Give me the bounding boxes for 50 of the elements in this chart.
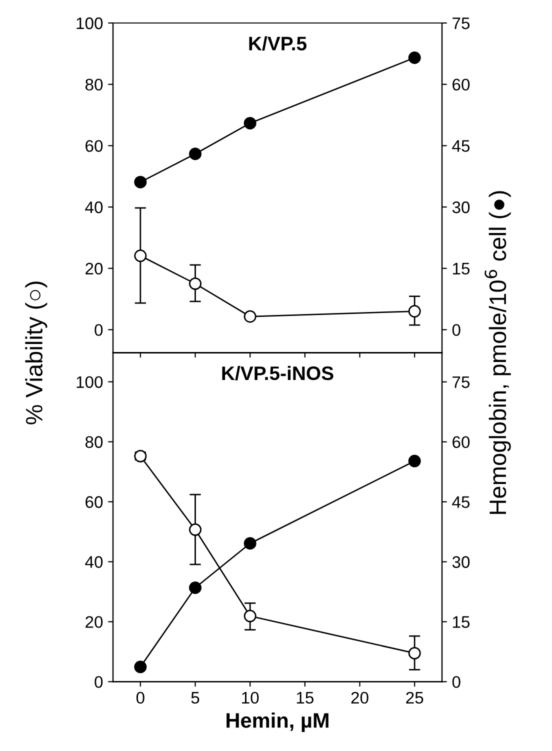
y2-tick-label: 15 [452, 616, 470, 628]
x-axis-title: Hemin, µM [226, 712, 328, 732]
x-tick-label: 5 [191, 692, 200, 704]
y2-tick-label: 0 [452, 324, 460, 336]
x-tick-label: 25 [406, 692, 424, 704]
text: K/VP.5 [249, 36, 307, 51]
point [134, 660, 147, 674]
point [244, 310, 256, 323]
point [189, 582, 202, 594]
y-tick-label: 100 [76, 376, 103, 388]
x-tick-label: 20 [351, 692, 368, 704]
text: K/VP.5-iNOS [222, 366, 334, 380]
y-tick-label: 100 [76, 17, 103, 30]
y2-tick-label: 45 [452, 140, 470, 152]
point [244, 116, 256, 130]
point [189, 523, 202, 536]
y-tick-label: 40 [85, 201, 103, 214]
x-tick-label: 10 [242, 692, 259, 704]
y2-tick-label: 75 [452, 18, 470, 30]
y2-tick-label: 0 [452, 676, 460, 688]
point [244, 537, 256, 550]
y2-tick-label: 30 [452, 201, 470, 214]
y-tick-label: 0 [94, 324, 103, 336]
point [134, 176, 147, 188]
y-tick-label: 20 [86, 616, 103, 628]
y2-tick-label: 15 [452, 262, 470, 275]
point [189, 148, 202, 160]
point [408, 646, 421, 660]
y-axis-title: % Viability (○) [25, 282, 48, 424]
y-tick-label: 0 [94, 676, 103, 688]
point [244, 610, 256, 622]
y-tick-label: 80 [85, 436, 103, 448]
y2-tick-label: 60 [452, 436, 470, 448]
y-tick-label: 20 [86, 262, 103, 275]
y-tick-label: 60 [86, 496, 103, 508]
y2-tick-label: 45 [452, 496, 470, 508]
x-tick-label: 15 [296, 692, 314, 704]
point [408, 52, 421, 64]
y-tick-label: 80 [85, 78, 103, 91]
x-tick-label: 0 [136, 692, 144, 704]
y2-tick-label: 60 [452, 78, 470, 91]
y-tick-label: 60 [86, 140, 103, 152]
y2-tick-label: 30 [452, 556, 470, 568]
y2-tick-label: 75 [452, 376, 470, 388]
point [189, 277, 202, 290]
point [408, 305, 421, 318]
point [408, 454, 421, 468]
y2-axis-title: Hemoglobin, pmole/10$^{6}$ cell (●) [484, 191, 511, 514]
y-tick-label: 40 [85, 556, 103, 568]
point [134, 250, 147, 262]
